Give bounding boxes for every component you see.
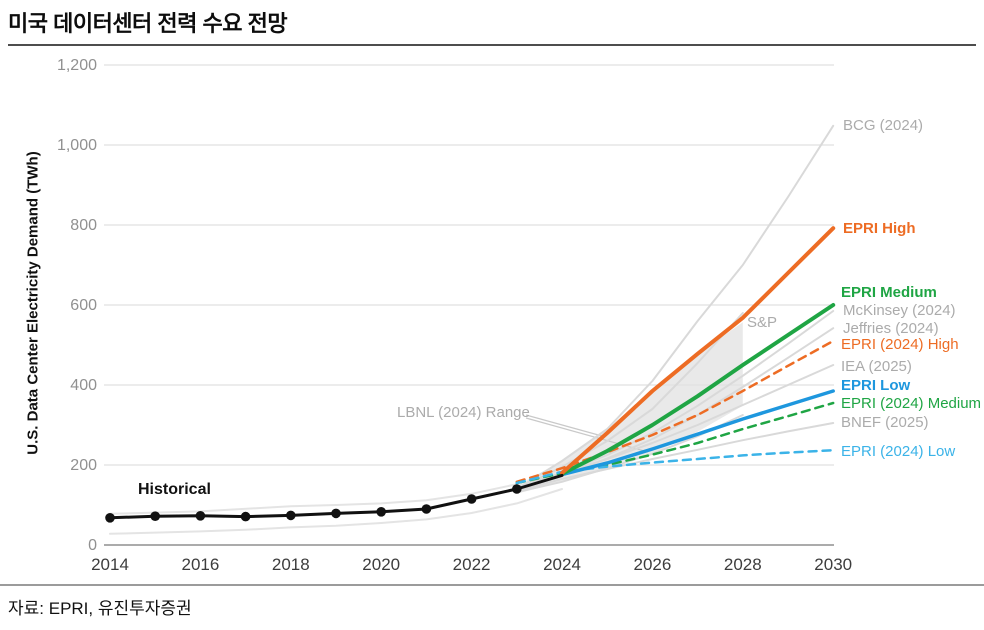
x-tick-label: 2030: [814, 555, 852, 574]
historical-marker: [376, 507, 387, 517]
series-line-lbnl-2024-range-high: [515, 312, 744, 490]
footer-divider: [0, 584, 984, 586]
historical-marker: [512, 484, 522, 494]
historical-marker: [195, 511, 206, 521]
historical-marker: [421, 504, 432, 514]
series-line-epri-2024-medium: [515, 401, 835, 485]
series-line-epri-low: [560, 389, 835, 477]
label-jeffries: Jeffries (2024): [843, 320, 939, 337]
x-tick-label: 2028: [724, 555, 762, 574]
label-mckinsey: McKinsey (2024): [843, 302, 956, 319]
label-epri2024-high: EPRI (2024) High: [841, 336, 959, 353]
x-tick-label: 2016: [181, 555, 219, 574]
historical-marker: [240, 511, 251, 522]
label-sp-range: S&P: [747, 314, 778, 331]
y-tick-label: 1,000: [57, 137, 97, 154]
series-line-bcg-2024-: [515, 124, 835, 490]
label-epri-low: EPRI Low: [841, 377, 911, 394]
y-tick-label: 1,200: [57, 57, 97, 74]
y-tick-label: 800: [70, 217, 97, 234]
x-tick-label: 2014: [91, 555, 129, 574]
series-line-bnef-2025-: [515, 422, 835, 492]
historical-marker: [105, 513, 115, 523]
label-epri2024-low: EPRI (2024) Low: [841, 443, 956, 460]
y-tick-label: 600: [70, 297, 97, 314]
label-epri-medium: EPRI Medium: [841, 284, 937, 301]
title-divider: [8, 44, 976, 46]
x-tick-label: 2020: [362, 555, 400, 574]
lbnl-leader-line: [525, 417, 649, 453]
x-tick-label: 2022: [453, 555, 491, 574]
page-title: 미국 데이터센터 전력 수요 전망: [8, 11, 288, 36]
series-line-historical-range-high: [109, 483, 518, 515]
label-epri2024-medium: EPRI (2024) Medium: [841, 395, 982, 412]
x-tick-label: 2018: [272, 555, 310, 574]
label-lbnl-range: LBNL (2024) Range: [397, 404, 530, 421]
historical-marker: [331, 508, 341, 519]
historical-marker: [466, 494, 477, 504]
label-epri-high: EPRI High: [843, 220, 916, 237]
series-line-epri-2024-low: [515, 448, 835, 485]
label-historical: Historical: [138, 481, 211, 498]
y-tick-label: 200: [70, 457, 97, 474]
series-line-epri-medium: [560, 303, 836, 476]
series-line-epri-high: [560, 226, 836, 475]
y-tick-label: 0: [88, 537, 97, 554]
historical-marker: [286, 510, 296, 521]
label-bnef: BNEF (2025): [841, 414, 929, 431]
lbnl-leader-line: [525, 414, 603, 437]
y-tick-label: 400: [70, 377, 97, 394]
series-line-historical-range-low: [109, 488, 563, 535]
source-text: 자료: EPRI, 유진투자증권: [8, 599, 192, 618]
x-tick-label: 2024: [543, 555, 581, 574]
label-bcg: BCG (2024): [843, 117, 924, 134]
label-iea: IEA (2025): [841, 358, 912, 375]
historical-marker: [150, 511, 160, 521]
x-tick-label: 2026: [633, 555, 671, 574]
